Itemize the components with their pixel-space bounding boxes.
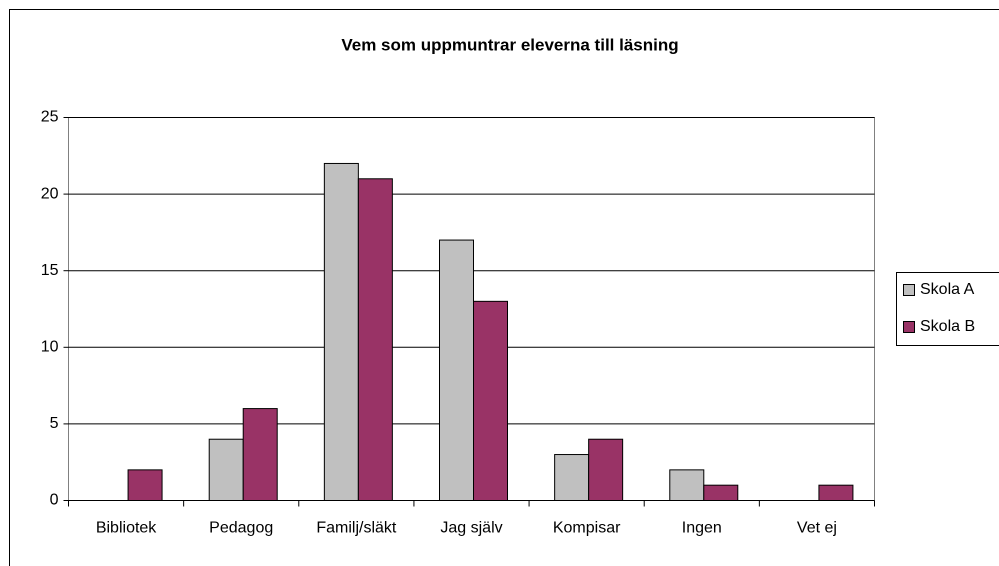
x-tick-label: Familj/släkt [316, 520, 397, 537]
bar [669, 469, 705, 501]
x-tick-label: Vet ej [797, 520, 837, 537]
x-tick-label: Kompisar [553, 520, 621, 537]
bar [323, 162, 359, 502]
y-tick-label: 10 [41, 339, 59, 356]
y-tick-label: 20 [41, 185, 59, 202]
bar [818, 484, 854, 501]
legend-label: Skola B [920, 318, 975, 335]
bar [554, 454, 590, 502]
legend-swatch [903, 284, 915, 296]
legend-label: Skola A [920, 281, 975, 298]
y-tick-label: 5 [50, 415, 59, 432]
x-tick-label: Bibliotek [96, 520, 157, 537]
chart-title: Vem som uppmuntrar eleverna till läsning [341, 35, 678, 54]
bar [703, 484, 739, 501]
x-tick-label: Ingen [682, 520, 722, 537]
legend-swatch [903, 321, 915, 333]
bar [127, 469, 163, 501]
x-tick-label: Pedagog [209, 520, 273, 537]
y-tick-label: 15 [41, 262, 59, 279]
x-tick-label: Jag själv [440, 520, 502, 537]
bar [588, 438, 624, 501]
bar [357, 178, 393, 501]
bar [473, 300, 508, 501]
bar [439, 239, 474, 501]
y-tick-label: 25 [41, 109, 59, 126]
y-tick-label: 0 [50, 492, 59, 509]
bar [242, 408, 278, 501]
bar [208, 438, 244, 501]
legend [896, 272, 999, 346]
